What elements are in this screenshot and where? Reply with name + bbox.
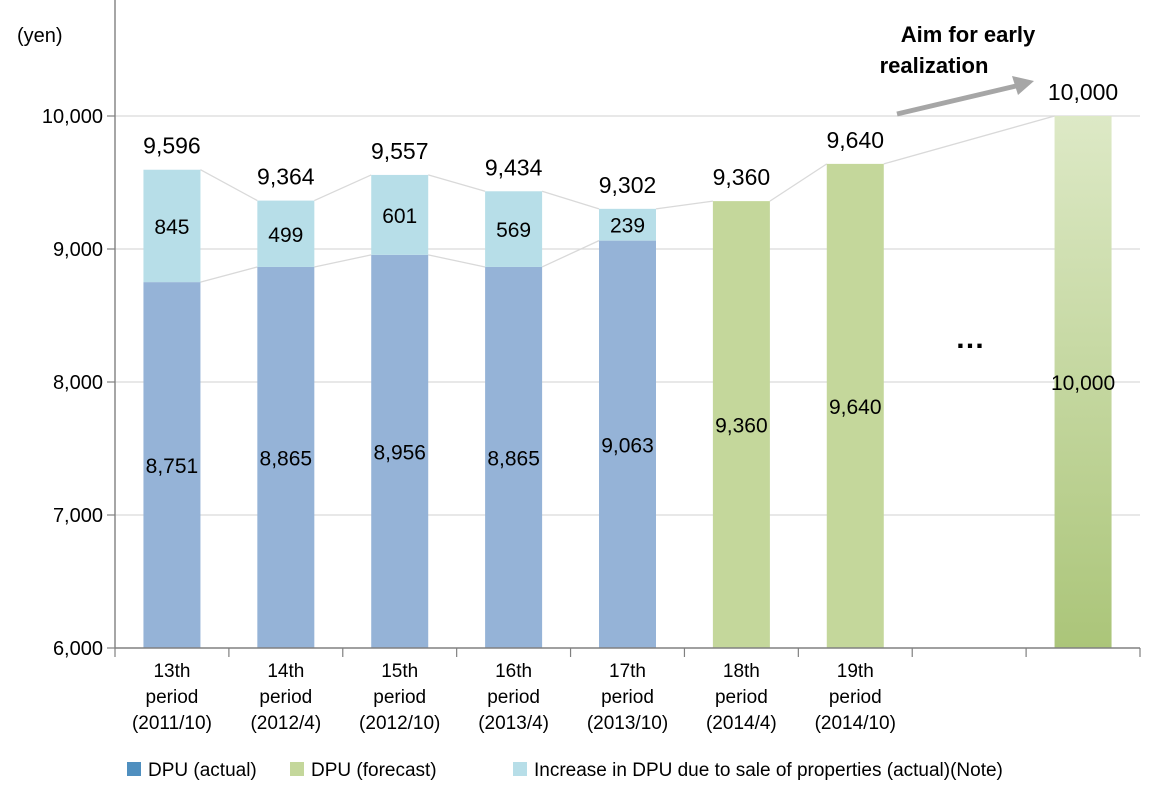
bar-dpu-actual bbox=[257, 266, 315, 648]
increase-value-label: 601 bbox=[382, 205, 417, 228]
annotation-arrow bbox=[896, 83, 1017, 117]
total-label: 9,360 bbox=[713, 164, 771, 190]
annotation-line-2: realization bbox=[880, 53, 989, 78]
actual-value-label: 8,865 bbox=[260, 447, 313, 470]
bar-dpu-increase bbox=[599, 208, 656, 241]
annotation-line-1: Aim for early bbox=[901, 22, 1036, 47]
actual-value-label: 9,063 bbox=[601, 434, 654, 457]
x-tick-label: (2014/4) bbox=[706, 713, 777, 734]
bar-dpu-increase bbox=[485, 191, 543, 267]
bar-dpu-actual bbox=[143, 282, 201, 648]
connector-line bbox=[655, 200, 713, 210]
connector-line bbox=[200, 266, 258, 283]
total-label: 10,000 bbox=[1048, 79, 1118, 105]
connector-line bbox=[428, 254, 486, 268]
total-label: 9,640 bbox=[826, 127, 884, 153]
actual-value-label: 8,956 bbox=[373, 441, 426, 464]
bars bbox=[143, 116, 1112, 649]
connector-lines bbox=[200, 115, 1055, 283]
x-tick-label: 16th bbox=[495, 661, 532, 682]
connector-line bbox=[883, 115, 1055, 165]
bar-dpu-target bbox=[1054, 116, 1112, 648]
y-tick-label: 9,000 bbox=[53, 239, 103, 261]
legend-label: Increase in DPU due to sale of propertie… bbox=[534, 760, 1003, 781]
bar-dpu-forecast bbox=[826, 163, 884, 648]
x-tick-label: (2014/10) bbox=[815, 713, 896, 734]
y-axis-title: (yen) bbox=[17, 25, 63, 47]
x-tick-label: (2011/10) bbox=[132, 713, 212, 734]
increase-value-label: 845 bbox=[154, 216, 189, 239]
x-tick-labels: 13th period (2011/10) 14th period (2012/4) 15t… bbox=[132, 661, 896, 734]
y-tick-labels: 6,000 7,000 8,000 9,000 10,000 bbox=[42, 106, 103, 660]
y-tick-label: 8,000 bbox=[53, 372, 103, 394]
axes bbox=[107, 0, 1141, 657]
legend-swatch bbox=[127, 762, 141, 776]
connector-line bbox=[314, 174, 372, 202]
x-tick-label: 13th bbox=[153, 661, 190, 682]
forecast-value-label: 10,000 bbox=[1051, 372, 1115, 395]
total-label: 9,364 bbox=[257, 164, 315, 190]
legend-swatch bbox=[290, 762, 304, 776]
forecast-value-label: 9,640 bbox=[829, 396, 882, 419]
y-tick-label: 7,000 bbox=[53, 505, 103, 527]
bar-dpu-increase bbox=[257, 200, 315, 267]
x-tick-label: period bbox=[829, 687, 882, 708]
annotation: Aim for early realization bbox=[880, 22, 1036, 117]
x-tick-label: 19th bbox=[837, 661, 874, 682]
bar-dpu-actual bbox=[485, 266, 543, 648]
x-tick-label: period bbox=[715, 687, 768, 708]
increase-value-label: 239 bbox=[610, 215, 645, 238]
total-label: 9,302 bbox=[599, 172, 657, 198]
actual-value-label: 8,751 bbox=[146, 455, 199, 478]
total-label: 9,596 bbox=[143, 133, 201, 159]
legend-label: DPU (actual) bbox=[148, 760, 257, 781]
bar-dpu-actual bbox=[599, 240, 656, 648]
connector-line bbox=[428, 174, 486, 192]
x-tick-label: (2013/4) bbox=[478, 713, 549, 734]
connector-line bbox=[200, 169, 258, 202]
increase-value-label: 499 bbox=[268, 224, 303, 247]
connector-line bbox=[314, 254, 372, 268]
x-tick-label: 17th bbox=[609, 661, 646, 682]
connector-line bbox=[541, 190, 600, 210]
gap-ellipsis: … bbox=[955, 322, 985, 355]
legend-swatch bbox=[513, 762, 527, 776]
data-labels: 9,596 8,751 845 9,364 8,865 499 9,557 8,956 601 9… bbox=[143, 79, 1118, 478]
x-tick-label: 14th bbox=[267, 661, 304, 682]
forecast-value-label: 9,360 bbox=[715, 415, 768, 438]
total-label: 9,557 bbox=[371, 138, 429, 164]
total-label: 9,434 bbox=[485, 154, 543, 180]
x-tick-label: period bbox=[601, 687, 654, 708]
x-tick-label: period bbox=[373, 687, 426, 708]
x-tick-label: (2013/10) bbox=[587, 713, 668, 734]
bar-dpu-increase bbox=[371, 174, 429, 255]
annotation-arrow-head bbox=[1012, 76, 1034, 95]
bar-dpu-forecast bbox=[712, 201, 770, 648]
x-tick-label: (2012/4) bbox=[250, 713, 321, 734]
x-tick-label: period bbox=[487, 687, 540, 708]
x-tick-label: (2012/10) bbox=[359, 713, 440, 734]
bar-dpu-increase bbox=[143, 169, 201, 283]
y-tick-label: 10,000 bbox=[42, 106, 103, 128]
x-tick-label: period bbox=[146, 687, 199, 708]
actual-value-label: 8,865 bbox=[487, 447, 540, 470]
bar-dpu-actual bbox=[371, 254, 429, 649]
connector-line bbox=[541, 240, 600, 268]
x-tick-label: period bbox=[259, 687, 312, 708]
connector-line bbox=[769, 163, 828, 202]
legend: DPU (actual) DPU (forecast) Increase in DP… bbox=[127, 760, 1003, 781]
legend-label: DPU (forecast) bbox=[311, 760, 437, 781]
y-tick-label: 6,000 bbox=[53, 638, 103, 660]
increase-value-label: 569 bbox=[496, 219, 531, 242]
x-tick-label: 18th bbox=[723, 661, 760, 682]
x-tick-label: 15th bbox=[381, 661, 418, 682]
